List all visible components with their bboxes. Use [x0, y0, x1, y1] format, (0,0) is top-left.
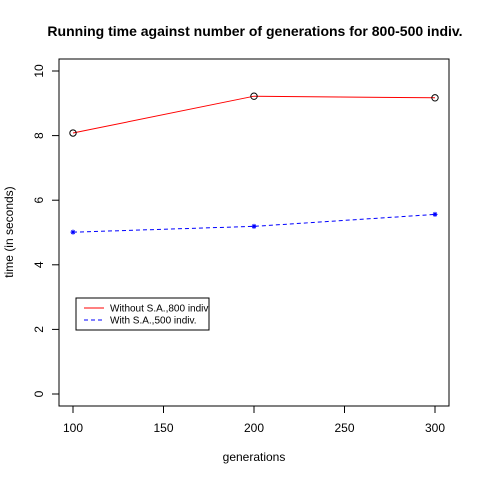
data-point	[69, 129, 77, 137]
x-axis-label: generations	[223, 450, 286, 464]
y-tick-label: 10	[32, 64, 46, 78]
y-tick-label: 8	[32, 132, 46, 139]
x-tick-label: 250	[334, 421, 354, 435]
data-point	[70, 229, 76, 235]
plot-frame	[58, 58, 450, 407]
data-point	[432, 211, 438, 217]
x-tick-label: 300	[425, 421, 445, 435]
series-layer	[69, 92, 439, 235]
series-line	[72, 213, 436, 233]
series-line	[72, 95, 436, 134]
y-tick-label: 2	[32, 326, 46, 333]
series-1	[69, 92, 439, 137]
x-tick-label: 150	[153, 421, 173, 435]
y-tick-label: 0	[32, 390, 46, 397]
legend: Without S.A.,800 indiv.With S.A.,500 ind…	[75, 297, 210, 331]
x-tick-label: 100	[63, 421, 83, 435]
legend-label: With S.A.,500 indiv.	[110, 316, 197, 327]
legend-box	[75, 297, 210, 331]
chart-title: Running time against number of generatio…	[47, 23, 462, 39]
y-tick-label: 4	[32, 261, 46, 268]
data-point	[431, 94, 439, 102]
legend-label: Without S.A.,800 indiv.	[110, 304, 210, 315]
x-tick-label: 200	[244, 421, 264, 435]
data-point	[250, 92, 258, 100]
y-tick-label: 6	[32, 197, 46, 204]
data-point	[251, 223, 257, 229]
y-axis: 0 2 4 6 8 10	[32, 64, 60, 397]
series-2	[70, 211, 438, 235]
y-axis-label: time (in seconds)	[2, 186, 16, 277]
x-axis: 100 150 200 250 300	[63, 405, 445, 435]
